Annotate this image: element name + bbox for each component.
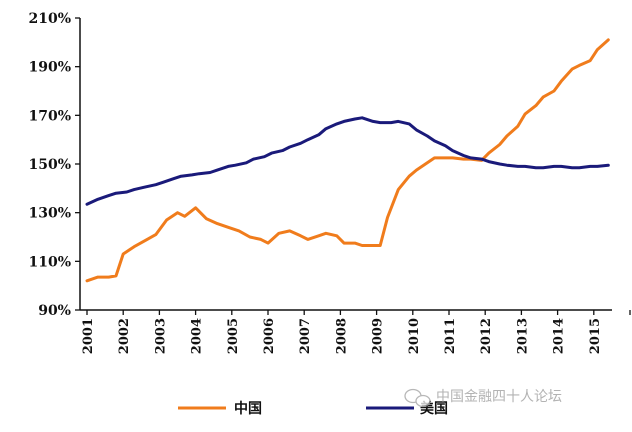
x-tick-label: 2012 — [479, 318, 494, 354]
x-tick-label: 2002 — [117, 318, 132, 354]
y-axis-ticks: 90% 110% 130% 150% 170% 190% 210% — [28, 11, 80, 319]
x-tick-label: 2007 — [298, 318, 313, 354]
x-axis-ticks: 2001 2002 2003 2004 2005 2006 2007 2008 2009 2010… — [81, 310, 631, 354]
y-tick-label: 150% — [28, 157, 71, 173]
x-tick-label: 2009 — [371, 318, 386, 354]
y-tick-label: 90% — [38, 303, 71, 319]
legend-label-china: 中国 — [234, 400, 262, 417]
x-tick-label: 2001 — [81, 318, 96, 354]
x-tick-label: 2006 — [262, 318, 277, 354]
y-tick-label: 130% — [28, 206, 71, 222]
axes — [79, 18, 612, 311]
series-line-china — [85, 38, 610, 283]
y-tick-label: 170% — [28, 108, 71, 124]
x-tick-label: 2008 — [334, 318, 349, 354]
x-tick-label: 2011 — [443, 318, 458, 354]
wechat-icon — [404, 388, 431, 408]
x-tick-label: 2014 — [552, 318, 567, 354]
series-lines — [85, 38, 610, 283]
x-tick-label: 2005 — [226, 318, 241, 354]
x-tick-label: 2013 — [515, 318, 530, 354]
legend: 中国 美国 — [178, 400, 448, 417]
series-line-usa — [85, 116, 610, 206]
watermark-text: 中国金融四十人论坛 — [436, 389, 562, 405]
y-tick-label: 210% — [28, 11, 71, 27]
x-tick-label: 2003 — [153, 318, 168, 354]
x-tick-label: 2004 — [190, 318, 205, 354]
x-tick-label: 2010 — [407, 318, 422, 354]
watermark: 中国金融四十人论坛 — [404, 388, 562, 408]
y-tick-label: 110% — [28, 254, 71, 270]
x-tick-label: 2015 — [588, 318, 603, 354]
y-tick-label: 190% — [28, 60, 71, 76]
